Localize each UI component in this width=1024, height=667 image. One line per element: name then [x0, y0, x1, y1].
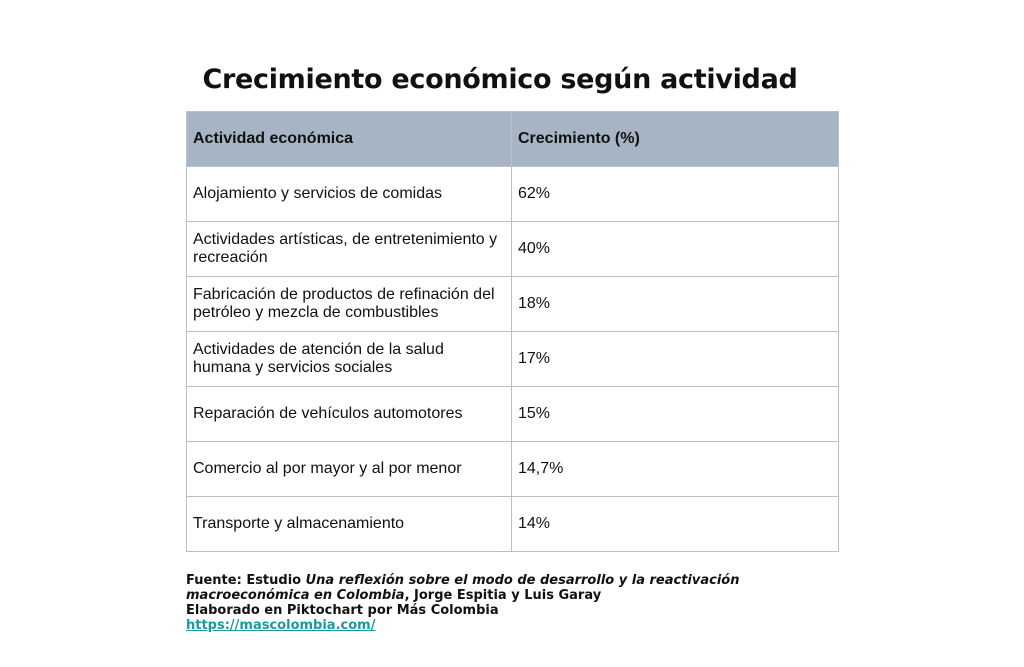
growth-table: Actividad económica Crecimiento (%) Aloj…	[186, 111, 839, 552]
growth-cell: 18%	[511, 276, 839, 332]
source-prefix: Fuente: Estudio	[186, 573, 306, 588]
source-footer: Fuente: Estudio Una reflexión sobre el m…	[186, 573, 886, 633]
column-header-growth: Crecimiento (%)	[511, 111, 839, 167]
table-row: Actividades de atención de la salud huma…	[186, 331, 839, 387]
growth-cell: 40%	[511, 221, 839, 277]
activity-cell: Reparación de vehículos automotores	[186, 386, 512, 442]
growth-cell: 14,7%	[511, 441, 839, 497]
column-header-activity: Actividad económica	[186, 111, 512, 167]
table-header-row: Actividad económica Crecimiento (%)	[186, 111, 839, 167]
activity-cell: Actividades artísticas, de entretenimien…	[186, 221, 512, 277]
table-row: Actividades artísticas, de entretenimien…	[186, 221, 839, 277]
credit-line: Elaborado en Piktochart por Más Colombia	[186, 603, 499, 618]
table-row: Alojamiento y servicios de comidas 62%	[186, 166, 839, 222]
activity-cell: Fabricación de productos de refinación d…	[186, 276, 512, 332]
growth-cell: 17%	[511, 331, 839, 387]
activity-cell: Alojamiento y servicios de comidas	[186, 166, 512, 222]
chart-title: Crecimiento económico según actividad	[202, 64, 798, 95]
website-link[interactable]: https://mascolombia.com/	[186, 618, 376, 633]
table-row: Reparación de vehículos automotores 15%	[186, 386, 839, 442]
source-authors: , Jorge Espitia y Luis Garay	[404, 588, 602, 603]
growth-cell: 14%	[511, 496, 839, 552]
activity-cell: Transporte y almacenamiento	[186, 496, 512, 552]
growth-cell: 62%	[511, 166, 839, 222]
activity-cell: Comercio al por mayor y al por menor	[186, 441, 512, 497]
table-row: Transporte y almacenamiento 14%	[186, 496, 839, 552]
source-line: Fuente: Estudio Una reflexión sobre el m…	[186, 573, 856, 603]
table-row: Comercio al por mayor y al por menor 14,…	[186, 441, 839, 497]
source-title: Una reflexión sobre el modo de desarroll…	[186, 573, 740, 603]
growth-cell: 15%	[511, 386, 839, 442]
activity-cell: Actividades de atención de la salud huma…	[186, 331, 512, 387]
table-row: Fabricación de productos de refinación d…	[186, 276, 839, 332]
